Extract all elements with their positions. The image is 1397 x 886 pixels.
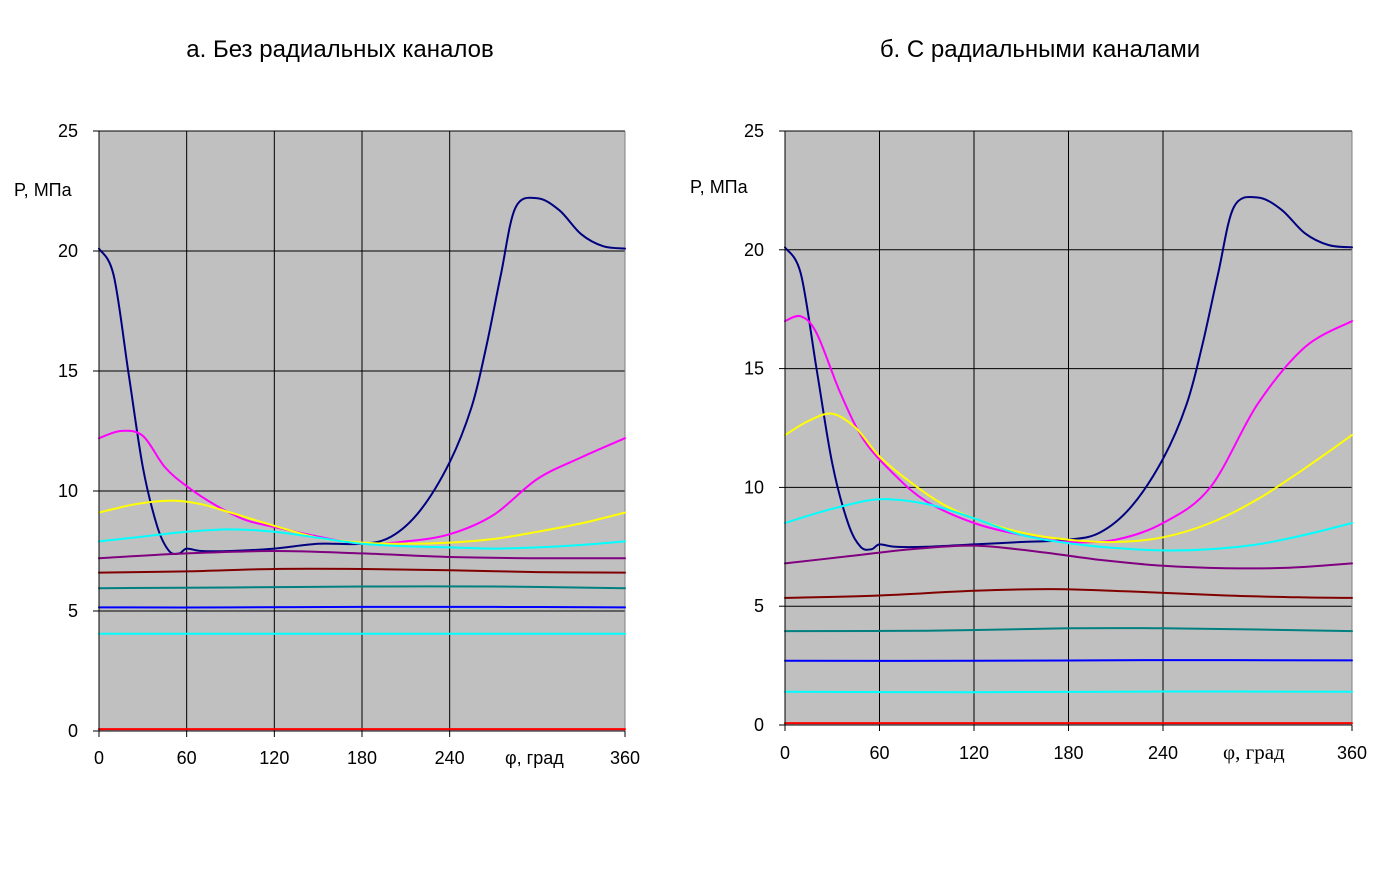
chart-right-title: б. С радиальными каналами [880,36,1200,63]
chart-left-tick-labels: 0 5 10 15 20 25 0 60 120 180 240 360 [58,121,640,768]
chart-left-series [98,196,626,731]
y-tick-label: 25 [744,121,764,141]
x-tick-label: 180 [1053,743,1083,763]
y-tick-label: 5 [68,601,78,621]
x-tick-label: 60 [177,748,197,768]
series-line-6 [98,567,626,574]
chart-right-series [784,196,1353,725]
x-tick-label: 360 [1337,743,1367,763]
chart-left-grid [99,130,626,731]
y-tick-label: 15 [744,359,764,379]
x-tick-label: 360 [610,748,640,768]
chart-right-grid [785,130,1353,725]
series-line-5 [784,544,1353,570]
y-tick-label: 10 [58,481,78,501]
chart-left: а. Без радиальных каналов 0 5 10 15 20 25 0 60 1… [14,36,640,768]
y-tick-label: 5 [754,596,764,616]
chart-left-x-axis-label: φ, град [505,748,564,768]
y-tick-label: 20 [58,241,78,261]
chart-left-axes [93,130,626,737]
series-line-2 [784,314,1353,544]
series-line-4 [98,528,626,550]
x-tick-label: 240 [435,748,465,768]
series-line-6 [784,588,1353,599]
y-tick-label: 10 [744,477,764,497]
series-line-7 [784,627,1353,633]
y-tick-label: 0 [754,715,764,735]
series-line-4 [784,498,1353,552]
x-tick-label: 120 [959,743,989,763]
x-tick-label: 240 [1148,743,1178,763]
chart-right: б. С радиальными каналами 0 5 10 15 20 25 0 60 1… [690,36,1367,764]
series-line-7 [98,585,626,590]
x-tick-label: 0 [94,748,104,768]
series-line-8 [98,605,626,609]
y-tick-label: 20 [744,240,764,260]
x-tick-label: 60 [869,743,889,763]
series-line-5 [98,550,626,560]
chart-right-x-axis-label: φ, град [1223,740,1285,764]
chart-left-y-axis-label: P, МПа [14,180,73,200]
series-line-8 [784,659,1353,662]
y-tick-label: 0 [68,721,78,741]
y-tick-label: 25 [58,121,78,141]
chart-left-title: а. Без радиальных каналов [186,36,493,63]
x-tick-label: 180 [347,748,377,768]
chart-right-tick-labels: 0 5 10 15 20 25 0 60 120 180 240 360 [744,121,1367,763]
chart-right-y-axis-label: P, МПа [690,177,749,197]
x-tick-label: 0 [780,743,790,763]
y-tick-label: 15 [58,361,78,381]
series-line-9 [784,690,1353,694]
chart-right-axes [779,130,1353,731]
x-tick-label: 120 [259,748,289,768]
